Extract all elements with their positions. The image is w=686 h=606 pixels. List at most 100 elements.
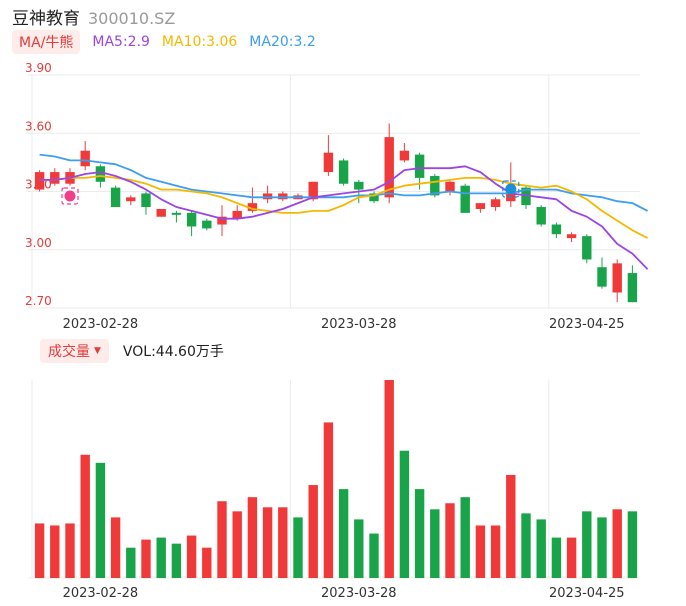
stock-code: 300010.SZ xyxy=(88,9,176,28)
candle-body xyxy=(126,197,136,202)
candle-body xyxy=(110,187,121,208)
volume-bar xyxy=(126,547,136,578)
volume-bar xyxy=(50,525,60,578)
ma10-line xyxy=(39,175,649,239)
volume-legend: 成交量 ▼ VOL:44.60万手 xyxy=(40,339,224,363)
candle-body xyxy=(141,193,151,208)
candle xyxy=(156,208,166,217)
candle xyxy=(126,195,136,206)
volume-bar xyxy=(521,513,531,578)
candle xyxy=(566,232,577,242)
candle-body xyxy=(612,263,622,293)
candle-body xyxy=(369,193,379,202)
volume-bar xyxy=(186,535,197,578)
candle xyxy=(551,222,562,239)
candle xyxy=(34,170,45,192)
candle-body xyxy=(171,212,182,215)
candle xyxy=(627,265,638,303)
volume-bar xyxy=(566,537,577,578)
volume-bar xyxy=(232,511,242,578)
volume-bar xyxy=(551,537,562,578)
candle-body xyxy=(232,210,242,219)
signal-dot xyxy=(64,190,76,202)
volume-bar xyxy=(582,511,592,578)
volume-bar xyxy=(308,485,318,578)
stock-header: 豆神教育 300010.SZ xyxy=(12,4,176,29)
date-tick-label: 2023-04-25 xyxy=(549,317,625,332)
volume-bar xyxy=(384,380,394,578)
volume-bar xyxy=(354,519,364,578)
volume-bar xyxy=(34,523,45,578)
ma5-line xyxy=(39,165,649,270)
volume-date-tick-label: 2023-03-28 xyxy=(321,586,397,601)
date-tick-label: 2023-02-28 xyxy=(63,317,139,332)
volume-bar xyxy=(597,517,607,578)
candle xyxy=(141,191,151,215)
volume-bar xyxy=(95,462,106,578)
ma5-legend: MA5:2.9 xyxy=(92,34,150,50)
candle-body xyxy=(323,152,334,173)
candle-body xyxy=(445,181,455,192)
price-tick-label: 3.60 xyxy=(25,119,52,133)
volume-bar xyxy=(414,489,425,578)
volume-bar xyxy=(338,489,349,578)
volume-selector-button[interactable]: 成交量 ▼ xyxy=(40,339,109,363)
candle-body xyxy=(278,193,288,200)
signal-frame xyxy=(61,187,79,205)
candle xyxy=(536,205,546,227)
candle xyxy=(490,197,501,211)
volume-date-tick-label: 2023-02-28 xyxy=(63,586,139,601)
volume-bar xyxy=(278,507,288,578)
candle xyxy=(186,210,197,237)
candle xyxy=(293,193,303,200)
ma10-legend: MA10:3.06 xyxy=(161,34,238,50)
volume-bar xyxy=(536,519,546,578)
price-tick-label: 2.70 xyxy=(25,294,52,308)
candle xyxy=(445,179,455,196)
candle-body xyxy=(627,273,638,303)
stock-name: 豆神教育 xyxy=(12,9,80,29)
candle xyxy=(278,191,288,202)
candle-body xyxy=(95,166,106,182)
price-tick-label: 3.00 xyxy=(25,236,52,250)
candle xyxy=(323,135,334,176)
caret-down-icon: ▼ xyxy=(94,346,101,356)
volume-bar xyxy=(460,497,470,578)
candle-body xyxy=(430,175,440,196)
volume-bar xyxy=(156,537,166,578)
candle-body xyxy=(582,236,592,260)
candle-body xyxy=(50,172,60,184)
volume-bar xyxy=(475,525,486,578)
volume-bar xyxy=(217,501,227,578)
candle-body xyxy=(566,234,577,239)
candle-body xyxy=(414,154,425,178)
volume-bar xyxy=(262,507,273,578)
candle-body xyxy=(536,207,546,225)
candle xyxy=(80,141,90,171)
date-tick-label: 2023-03-28 xyxy=(321,317,397,332)
candle-body xyxy=(338,160,349,184)
volume-bar xyxy=(445,503,455,578)
candle-body xyxy=(217,216,227,225)
volume-bar xyxy=(171,543,182,578)
candle-body xyxy=(399,150,410,161)
candle xyxy=(202,218,212,231)
candle xyxy=(399,142,410,163)
candle xyxy=(475,203,486,213)
candle-body xyxy=(506,189,516,202)
volume-bar xyxy=(612,509,622,578)
signal-dot xyxy=(505,183,517,195)
ma-selector-button[interactable]: MA/牛熊 xyxy=(12,30,81,54)
volume-bar xyxy=(627,511,638,578)
candle-body xyxy=(521,187,531,206)
candle xyxy=(110,185,121,208)
volume-bar xyxy=(65,523,75,578)
volume-bar xyxy=(293,517,303,578)
ma-selector-label: MA/牛熊 xyxy=(19,35,74,51)
volume-bar xyxy=(323,422,334,578)
volume-selector-label: 成交量 xyxy=(48,344,90,360)
candle-body xyxy=(384,137,394,198)
volume-bar xyxy=(430,509,440,578)
volume-bar xyxy=(247,497,258,578)
